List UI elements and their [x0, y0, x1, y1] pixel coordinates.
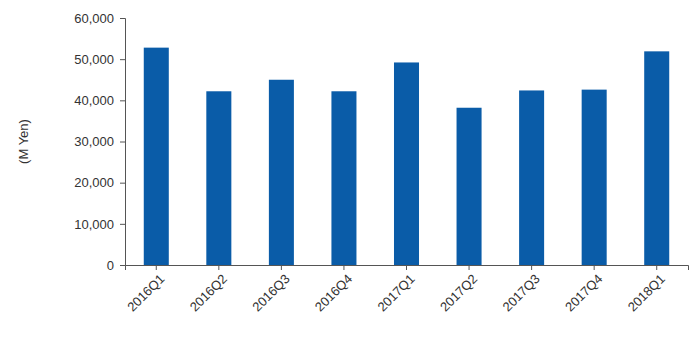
x-tick-label: 2017Q3 — [500, 271, 543, 314]
x-tick-label: 2016Q1 — [124, 271, 167, 314]
plot: 0 10,000 20,000 30,000 40,000 50,000 60,000 201… — [74, 11, 688, 315]
bars — [144, 48, 669, 265]
y-tick: 0 — [107, 258, 125, 273]
bar — [457, 108, 482, 265]
y-tick: 40,000 — [74, 93, 125, 108]
y-tick-mark — [120, 142, 125, 143]
bar — [269, 80, 294, 265]
y-tick: 20,000 — [74, 175, 125, 190]
x-tick: 2016Q4 — [312, 265, 355, 314]
x-tick: 2016Q2 — [187, 265, 230, 314]
y-tick-label: 30,000 — [74, 134, 114, 149]
y-tick-label: 10,000 — [74, 216, 114, 231]
y-axis-title: (M Yen) — [16, 119, 31, 164]
x-tick: 2017Q2 — [437, 265, 480, 314]
y-tick-mark — [120, 265, 125, 266]
y-tick-mark — [120, 224, 125, 225]
x-tick: 2016Q3 — [249, 265, 292, 314]
x-tick-mark — [406, 265, 407, 270]
y-tick-mark — [120, 59, 125, 60]
x-tick-mark — [218, 265, 219, 270]
bar — [644, 51, 669, 265]
x-tick-mark — [281, 265, 282, 270]
y-tick-mark — [120, 18, 125, 19]
bar — [394, 62, 419, 265]
x-tick: 2017Q3 — [500, 265, 543, 314]
x-axis-line — [126, 266, 689, 271]
x-tick-mark — [594, 265, 595, 270]
bar — [582, 90, 607, 265]
x-tick-mark — [156, 265, 157, 270]
x-axis: 2016Q1 2016Q2 2016Q3 2016Q4 2017Q1 2017Q2 2017… — [124, 265, 688, 314]
x-tick: 2018Q1 — [625, 265, 668, 314]
bar — [144, 48, 169, 265]
x-tick-mark — [656, 265, 657, 270]
bar — [331, 91, 356, 265]
y-tick-label: 20,000 — [74, 175, 114, 190]
chart: 0 10,000 20,000 30,000 40,000 50,000 60,000 201… — [0, 0, 700, 362]
x-tick: 2017Q1 — [374, 265, 417, 314]
y-axis: 0 10,000 20,000 30,000 40,000 50,000 60,000 — [74, 11, 125, 273]
y-tick-label: 0 — [107, 258, 114, 273]
y-axis-line — [120, 19, 126, 266]
x-tick: 2017Q4 — [562, 265, 605, 314]
bar — [519, 90, 544, 265]
x-tick-label: 2016Q2 — [187, 271, 230, 314]
x-tick-label: 2016Q3 — [249, 271, 292, 314]
x-tick-label: 2017Q2 — [437, 271, 480, 314]
y-tick-label: 50,000 — [74, 52, 114, 67]
x-tick-label: 2018Q1 — [625, 271, 668, 314]
bar — [206, 91, 231, 265]
x-tick-label: 2017Q1 — [374, 271, 417, 314]
y-tick-label: 60,000 — [74, 11, 114, 26]
y-tick: 60,000 — [74, 11, 125, 26]
x-tick: 2016Q1 — [124, 265, 167, 314]
y-tick: 30,000 — [74, 134, 125, 149]
y-tick: 10,000 — [74, 216, 125, 231]
x-tick-mark — [343, 265, 344, 270]
x-tick-mark — [531, 265, 532, 270]
x-tick-label: 2017Q4 — [562, 271, 605, 314]
y-tick: 50,000 — [74, 52, 125, 67]
y-tick-label: 40,000 — [74, 93, 114, 108]
x-tick-label: 2016Q4 — [312, 271, 355, 314]
x-tick-mark — [469, 265, 470, 270]
y-tick-mark — [120, 183, 125, 184]
y-tick-mark — [120, 100, 125, 101]
